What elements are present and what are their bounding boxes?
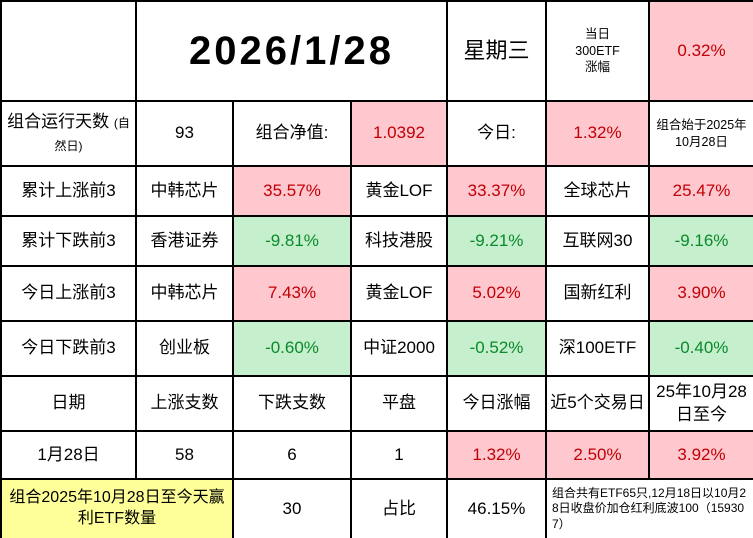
rank-row-label: 今日上涨前3 <box>0 265 137 322</box>
today-value: 1.32% <box>545 100 650 167</box>
portfolio-start-note: 组合始于2025年10月28日 <box>648 100 753 167</box>
etf-change: -9.81% <box>232 215 352 267</box>
today-label: 今日: <box>446 100 547 167</box>
etf-name: 互联网30 <box>545 215 650 267</box>
run-days-value: 93 <box>135 100 234 167</box>
stats-header: 25年10月28日至今 <box>648 375 753 432</box>
etf-change: -0.52% <box>446 320 547 377</box>
rank-row-label: 累计下跌前3 <box>0 215 137 267</box>
etf-change: 5.02% <box>446 265 547 322</box>
winning-etf-count: 30 <box>232 478 352 538</box>
etf-change: 25.47% <box>648 165 753 217</box>
etf300-label-line3: 涨幅 <box>584 60 610 75</box>
etf-name: 中韩芯片 <box>135 165 234 217</box>
etf-name: 黄金LOF <box>350 165 448 217</box>
nav-value: 1.0392 <box>350 100 448 167</box>
stats-value: 1月28日 <box>0 430 137 480</box>
etf-name: 科技港股 <box>350 215 448 267</box>
etf300-label-line2: 300ETF <box>575 43 620 58</box>
winning-etf-label: 组合2025年10月28日至今天赢利ETF数量 <box>0 478 234 538</box>
ratio-value: 46.15% <box>446 478 547 538</box>
stats-value: 58 <box>135 430 234 480</box>
stats-value: 3.92% <box>648 430 753 480</box>
stats-header: 今日涨幅 <box>446 375 547 432</box>
stats-header: 近5个交易日 <box>545 375 650 432</box>
run-days-label: 组合运行天数 (自然日) <box>0 100 137 167</box>
etf-change: -9.16% <box>648 215 753 267</box>
etf-change: 33.37% <box>446 165 547 217</box>
rank-row-label: 今日下跌前3 <box>0 320 137 377</box>
stats-value: 6 <box>232 430 352 480</box>
etf-change: -0.60% <box>232 320 352 377</box>
etf-name: 深100ETF <box>545 320 650 377</box>
etf-change: 3.90% <box>648 265 753 322</box>
nav-label: 组合净值: <box>232 100 352 167</box>
stats-value: 1.32% <box>446 430 547 480</box>
etf300-label-line1: 当日 <box>584 26 610 41</box>
stats-header: 下跌支数 <box>232 375 352 432</box>
stats-header: 平盘 <box>350 375 448 432</box>
etf-name: 全球芯片 <box>545 165 650 217</box>
weekday-cell: 星期三 <box>446 0 547 102</box>
stats-value: 1 <box>350 430 448 480</box>
etf-name: 香港证券 <box>135 215 234 267</box>
etf-name: 国新红利 <box>545 265 650 322</box>
rank-row-label: 累计上涨前3 <box>0 165 137 217</box>
etf-name: 中证2000 <box>350 320 448 377</box>
etf-change: 35.57% <box>232 165 352 217</box>
etf-name: 中韩芯片 <box>135 265 234 322</box>
stats-header: 上涨支数 <box>135 375 234 432</box>
etf-change: 7.43% <box>232 265 352 322</box>
etf300-value: 0.32% <box>648 0 753 102</box>
empty-cell <box>0 0 137 102</box>
etf-name: 黄金LOF <box>350 265 448 322</box>
stats-value: 2.50% <box>545 430 650 480</box>
etf-name: 创业板 <box>135 320 234 377</box>
date-cell: 2026/1/28 <box>135 0 448 102</box>
run-days-label-sub: (自然日) <box>54 116 130 153</box>
stats-header: 日期 <box>0 375 137 432</box>
footer-note: 组合共有ETF65只,12月18日以10月28日收盘价加仓红利底波100（159… <box>545 478 753 538</box>
etf-change: -9.21% <box>446 215 547 267</box>
ratio-label: 占比 <box>350 478 448 538</box>
etf-change: -0.40% <box>648 320 753 377</box>
etf300-label: 当日 300ETF 涨幅 <box>545 0 650 102</box>
